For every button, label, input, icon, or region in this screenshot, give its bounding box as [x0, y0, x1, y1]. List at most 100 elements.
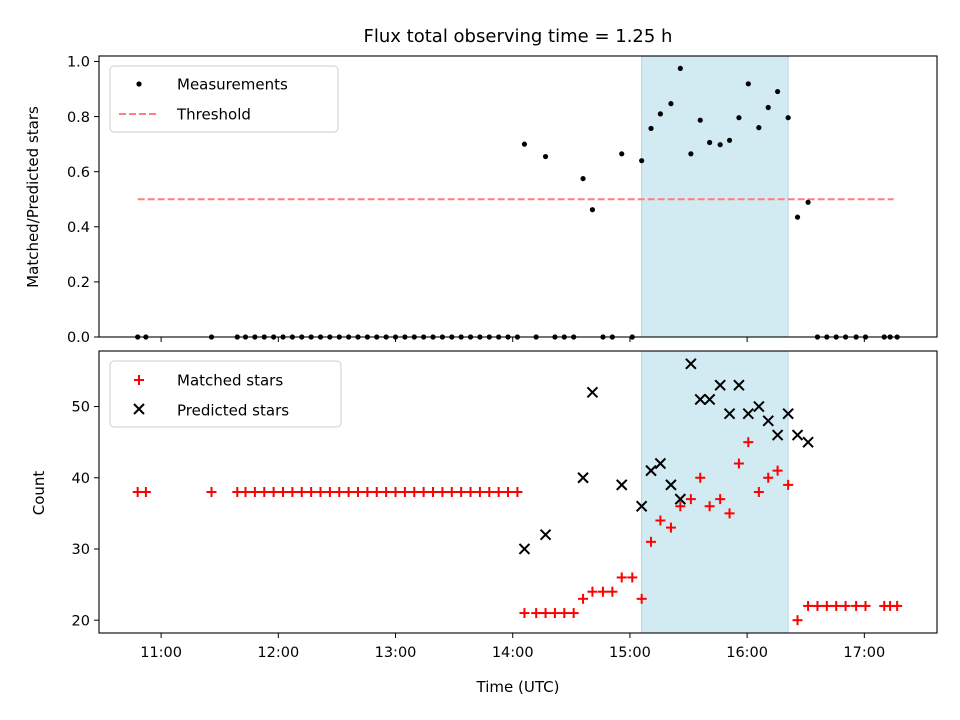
matched-star-point — [334, 487, 345, 497]
matched-star-point — [362, 487, 373, 497]
top-highlight-span — [641, 55, 789, 338]
matched-star-point — [306, 487, 317, 497]
bottom-highlight-span — [641, 350, 789, 634]
matched-star-point — [812, 600, 823, 611]
matched-star-point — [695, 472, 706, 483]
matched-star-point — [493, 487, 504, 497]
matched-star-point — [474, 487, 485, 497]
matched-star-point — [371, 487, 382, 497]
matched-star-point — [240, 487, 251, 497]
y-tick-label: 50 — [72, 400, 90, 416]
matched-star-point — [531, 608, 542, 619]
matched-star-point — [503, 487, 514, 497]
top-x-ticks — [160, 337, 865, 342]
predicted-star-point — [674, 493, 687, 505]
matched-star-point — [860, 600, 871, 611]
matched-star-point — [665, 522, 676, 533]
measurement-point — [756, 125, 762, 131]
y-tick-label: 0.4 — [67, 220, 90, 236]
measurement-point — [785, 115, 791, 121]
matched-star-point — [627, 572, 638, 583]
y-tick-label: 1.0 — [67, 55, 90, 71]
measurement-point — [677, 65, 683, 71]
measurement-point — [805, 199, 811, 205]
matched-star-point — [568, 608, 579, 619]
measurement-point — [580, 175, 586, 182]
predicted-star-point — [714, 379, 726, 391]
legend-threshold-label: Threshold — [176, 106, 251, 124]
matched-star-point — [399, 487, 410, 497]
predicted-star-point — [694, 393, 706, 406]
measurement-point — [521, 141, 528, 147]
matched-stars-points — [132, 437, 903, 626]
x-tick-label: 14:00 — [492, 645, 534, 661]
matched-star-point — [607, 586, 618, 597]
legend-measurements-label: Measurements — [177, 76, 288, 94]
matched-star-point — [597, 586, 608, 597]
matched-star-point — [259, 487, 270, 497]
x-tick-label: 12:00 — [257, 645, 299, 661]
predicted-star-point — [802, 436, 814, 448]
predicted-star-point — [762, 415, 774, 427]
matched-star-point — [831, 600, 842, 611]
matched-star-point — [559, 608, 570, 619]
predicted-star-point — [577, 472, 589, 484]
x-tick-label: 15:00 — [609, 645, 651, 661]
x-tick-label: 11:00 — [140, 645, 182, 661]
predicted-star-point — [539, 529, 552, 541]
top-y-axis-label: Matched/Predicted stars — [24, 106, 42, 288]
predicted-star-point — [685, 358, 697, 370]
matched-star-point — [409, 487, 420, 497]
highlight-span-rect — [641, 55, 789, 338]
matched-star-point — [549, 608, 560, 619]
legend-matched-marker — [134, 375, 144, 385]
matched-star-point — [418, 487, 429, 497]
matched-star-point — [343, 487, 354, 497]
measurement-point — [619, 151, 625, 157]
measurement-point — [668, 101, 674, 107]
matched-star-point — [428, 487, 439, 497]
measurement-point — [542, 153, 549, 160]
x-tick-label: 16:00 — [726, 645, 768, 661]
predicted-star-point — [753, 400, 765, 413]
y-tick-label: 0.6 — [67, 165, 90, 181]
matched-star-point — [512, 487, 523, 497]
x-tick-label: 13:00 — [375, 645, 417, 661]
predicted-star-point — [791, 429, 804, 441]
predicted-star-point — [518, 543, 531, 555]
matched-star-point — [381, 487, 392, 497]
matched-star-point — [465, 487, 476, 497]
legend-measurements-marker — [136, 81, 142, 87]
measurement-point — [657, 111, 664, 117]
matched-star-point — [851, 600, 862, 611]
y-tick-label: 0.2 — [67, 275, 90, 291]
matched-star-point — [587, 586, 598, 597]
bottom-axes-frame — [98, 350, 938, 634]
predicted-star-point — [665, 479, 677, 491]
bottom-legend-box — [109, 360, 342, 428]
y-tick-label: 30 — [72, 542, 90, 558]
legend-predicted-label: Predicted stars — [177, 402, 289, 420]
matched-star-point — [140, 487, 151, 497]
matched-star-point — [456, 487, 467, 497]
matched-star-point — [704, 501, 715, 512]
matched-star-point — [803, 600, 814, 611]
y-tick-label: 20 — [72, 613, 90, 629]
legend-predicted-marker — [133, 403, 145, 415]
matched-star-point — [743, 437, 754, 448]
predicted-star-point — [654, 457, 667, 470]
top-y-ticks: 0.0 0.2 0.4 0.6 0.8 1.0 — [67, 55, 99, 346]
predicted-star-point — [635, 500, 648, 512]
matched-star-point — [783, 479, 794, 490]
predicted-star-point — [771, 429, 784, 441]
matched-star-point — [278, 487, 289, 497]
bottom-legend: Matched stars Predicted stars — [109, 360, 342, 428]
measurement-point — [775, 88, 781, 95]
matched-star-point — [296, 487, 307, 497]
bottom-y-ticks: 20 30 40 50 — [72, 400, 99, 629]
matched-star-point — [249, 487, 260, 497]
x-tick-label: 17:00 — [843, 645, 885, 661]
highlight-span-rect — [641, 350, 789, 634]
matched-star-point — [287, 487, 298, 497]
